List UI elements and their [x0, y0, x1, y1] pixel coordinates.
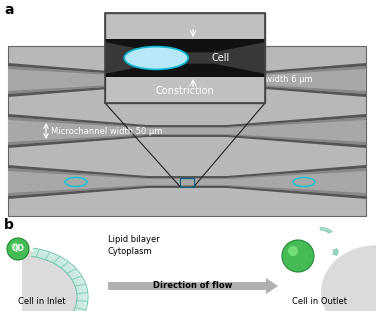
Text: Cell in Outlet: Cell in Outlet: [293, 296, 347, 305]
Bar: [105, 39, 265, 77]
Bar: [105, 13, 265, 103]
Text: Cell: Cell: [211, 53, 229, 63]
Polygon shape: [32, 249, 87, 311]
Bar: [180, 178, 194, 187]
Text: b: b: [4, 218, 14, 232]
Bar: [8, 46, 366, 216]
Bar: [108, 282, 266, 290]
Text: Cytoplasm: Cytoplasm: [108, 247, 153, 256]
Bar: [105, 13, 265, 103]
Polygon shape: [8, 165, 366, 178]
Polygon shape: [266, 278, 278, 294]
Text: Cell in Inlet: Cell in Inlet: [18, 296, 66, 305]
Circle shape: [282, 240, 314, 272]
Circle shape: [7, 238, 29, 260]
Polygon shape: [8, 66, 366, 94]
Polygon shape: [320, 228, 332, 233]
Ellipse shape: [124, 47, 188, 69]
Polygon shape: [8, 63, 366, 76]
Polygon shape: [8, 84, 366, 97]
Polygon shape: [8, 117, 366, 145]
Polygon shape: [105, 42, 265, 74]
Text: QD: QD: [12, 244, 24, 253]
Polygon shape: [8, 168, 366, 196]
Text: Constriction width 6 μm: Constriction width 6 μm: [212, 76, 312, 85]
Polygon shape: [8, 120, 366, 142]
Polygon shape: [8, 171, 366, 193]
Polygon shape: [8, 135, 366, 148]
Polygon shape: [333, 249, 338, 255]
Text: Constriction: Constriction: [156, 86, 214, 96]
Polygon shape: [8, 69, 366, 91]
Text: Microchannel width 50 μm: Microchannel width 50 μm: [51, 127, 162, 136]
Circle shape: [288, 246, 298, 256]
Circle shape: [12, 243, 18, 249]
Polygon shape: [8, 186, 366, 199]
Polygon shape: [22, 250, 84, 311]
Polygon shape: [8, 114, 366, 127]
Text: Lipid bilayer: Lipid bilayer: [108, 234, 160, 244]
Text: a: a: [4, 3, 14, 17]
Polygon shape: [321, 245, 376, 311]
Text: Direction of flow: Direction of flow: [153, 281, 233, 290]
